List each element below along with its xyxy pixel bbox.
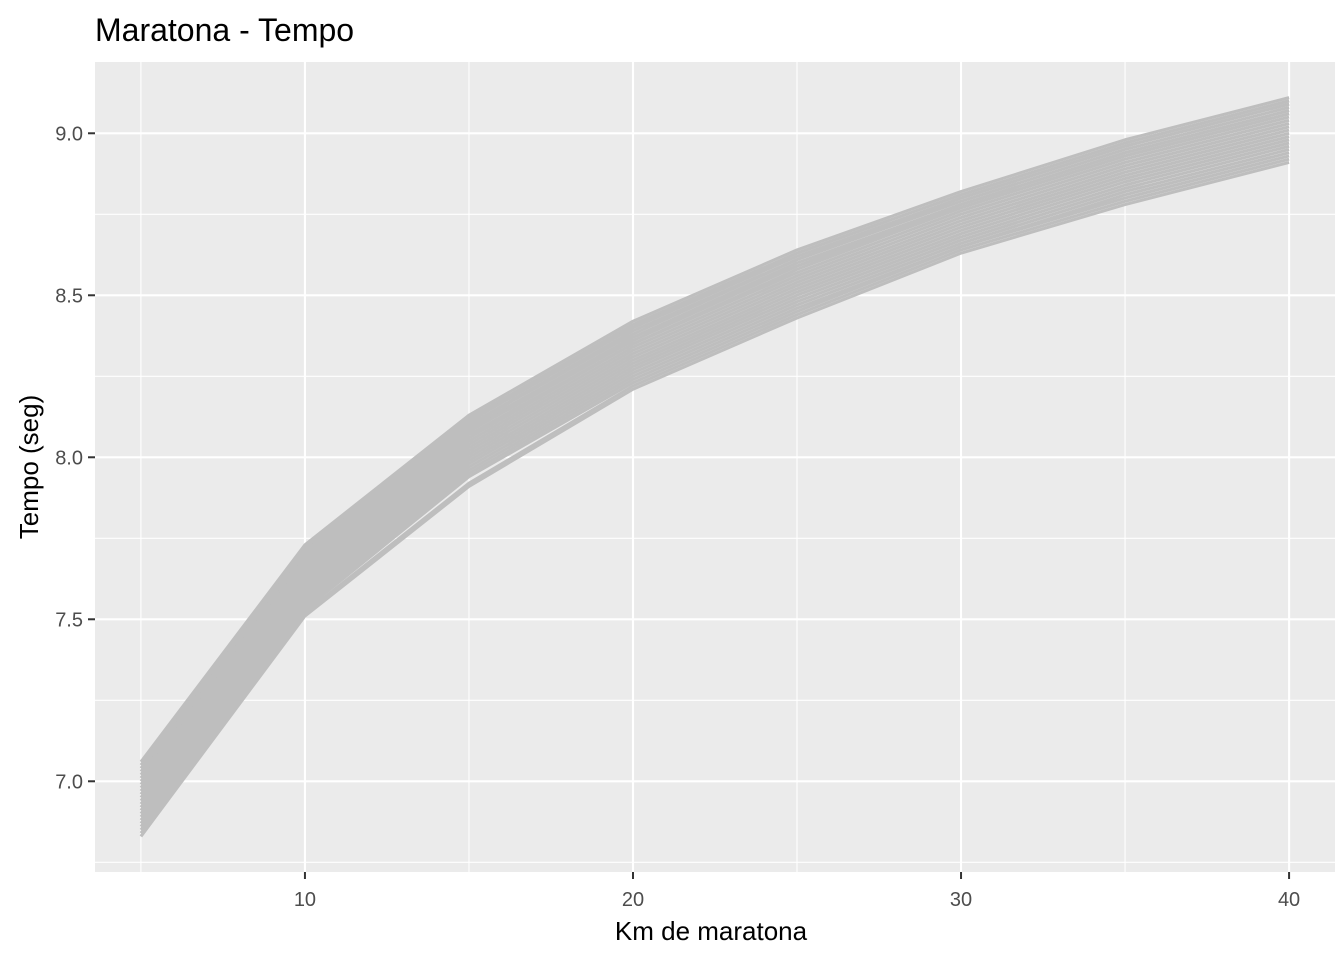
series-lines [139,96,1290,838]
series-line [139,148,1290,828]
series-line [139,125,1290,805]
y-axis: 7.0 7.5 8.0 8.5 9.0 [55,123,95,793]
series-line [139,144,1290,825]
series-line [139,160,1290,838]
x-axis-title: Km de maratona [615,916,808,946]
x-tick-label: 10 [294,889,316,911]
y-tick-label: 8.5 [55,285,83,307]
series-line [139,118,1290,799]
y-tick-label: 8.0 [55,447,83,469]
y-tick-label: 7.5 [55,609,83,631]
series-line [139,128,1290,809]
series-line [139,131,1290,812]
series-line [139,154,1290,835]
x-tick-label: 30 [950,889,972,911]
x-axis: 10 20 30 40 [294,872,1300,911]
y-axis-title: Tempo (seg) [14,395,44,540]
series-line [139,157,1290,838]
series-line [139,151,1290,831]
x-tick-label: 40 [1278,889,1300,911]
series-line [139,122,1290,802]
series-line [139,138,1290,818]
chart-title: Maratona - Tempo [95,12,354,48]
series-line [139,115,1290,796]
series-line [139,105,1290,779]
major-gridlines [95,62,1335,872]
x-tick-label: 20 [622,889,644,911]
series-line [139,141,1290,822]
series-line [139,135,1290,815]
y-tick-label: 9.0 [55,123,83,145]
y-tick-label: 7.0 [55,771,83,793]
series-line [139,96,1290,763]
